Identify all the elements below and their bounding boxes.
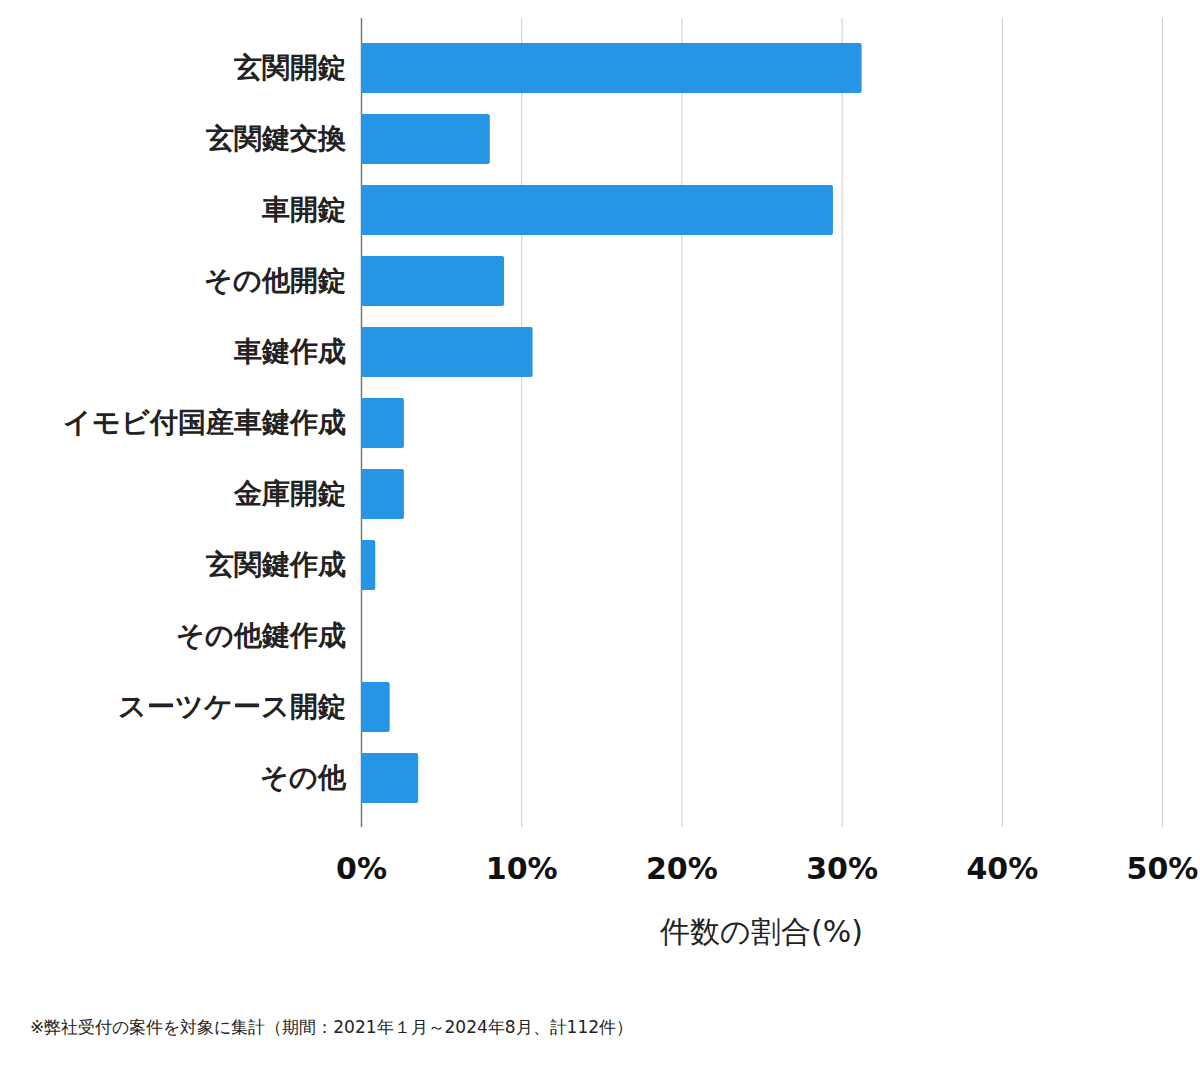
svg-text:40%: 40% <box>966 851 1038 886</box>
html-text:※弊社受付の案件を対象に集計（期間：2021年１月～2024: ※弊社受付の案件を対象に集計（期間：2021年１月～2024年8月、計112件） <box>30 1017 633 1037</box>
svg-text:その他鍵作成: その他鍵作成 <box>176 619 346 652</box>
svg-text:30%: 30% <box>806 851 878 886</box>
svg-text:玄関鍵交換: 玄関鍵交換 <box>205 122 346 155</box>
svg-text:その他: その他 <box>260 761 347 794</box>
svg-text:玄関開錠: 玄関開錠 <box>233 51 346 84</box>
svg-text:20%: 20% <box>646 851 718 886</box>
html-text:件数の割合(%): 件数の割合(%) <box>660 914 863 949</box>
svg-text:0%: 0% <box>336 851 387 886</box>
svg-text:車鍵作成: 車鍵作成 <box>233 335 346 368</box>
svg-text:その他開錠: その他開錠 <box>204 264 346 297</box>
svg-text:玄関鍵作成: 玄関鍵作成 <box>205 548 346 581</box>
svg-text:イモビ付国産車鍵作成: イモビ付国産車鍵作成 <box>63 406 346 439</box>
svg-text:10%: 10% <box>486 851 558 886</box>
svg-text:スーツケース開錠: スーツケース開錠 <box>118 690 346 723</box>
svg-text:50%: 50% <box>1127 851 1199 886</box>
svg-text:金庫開錠: 金庫開錠 <box>233 477 346 510</box>
svg-text:車開錠: 車開錠 <box>261 193 346 226</box>
